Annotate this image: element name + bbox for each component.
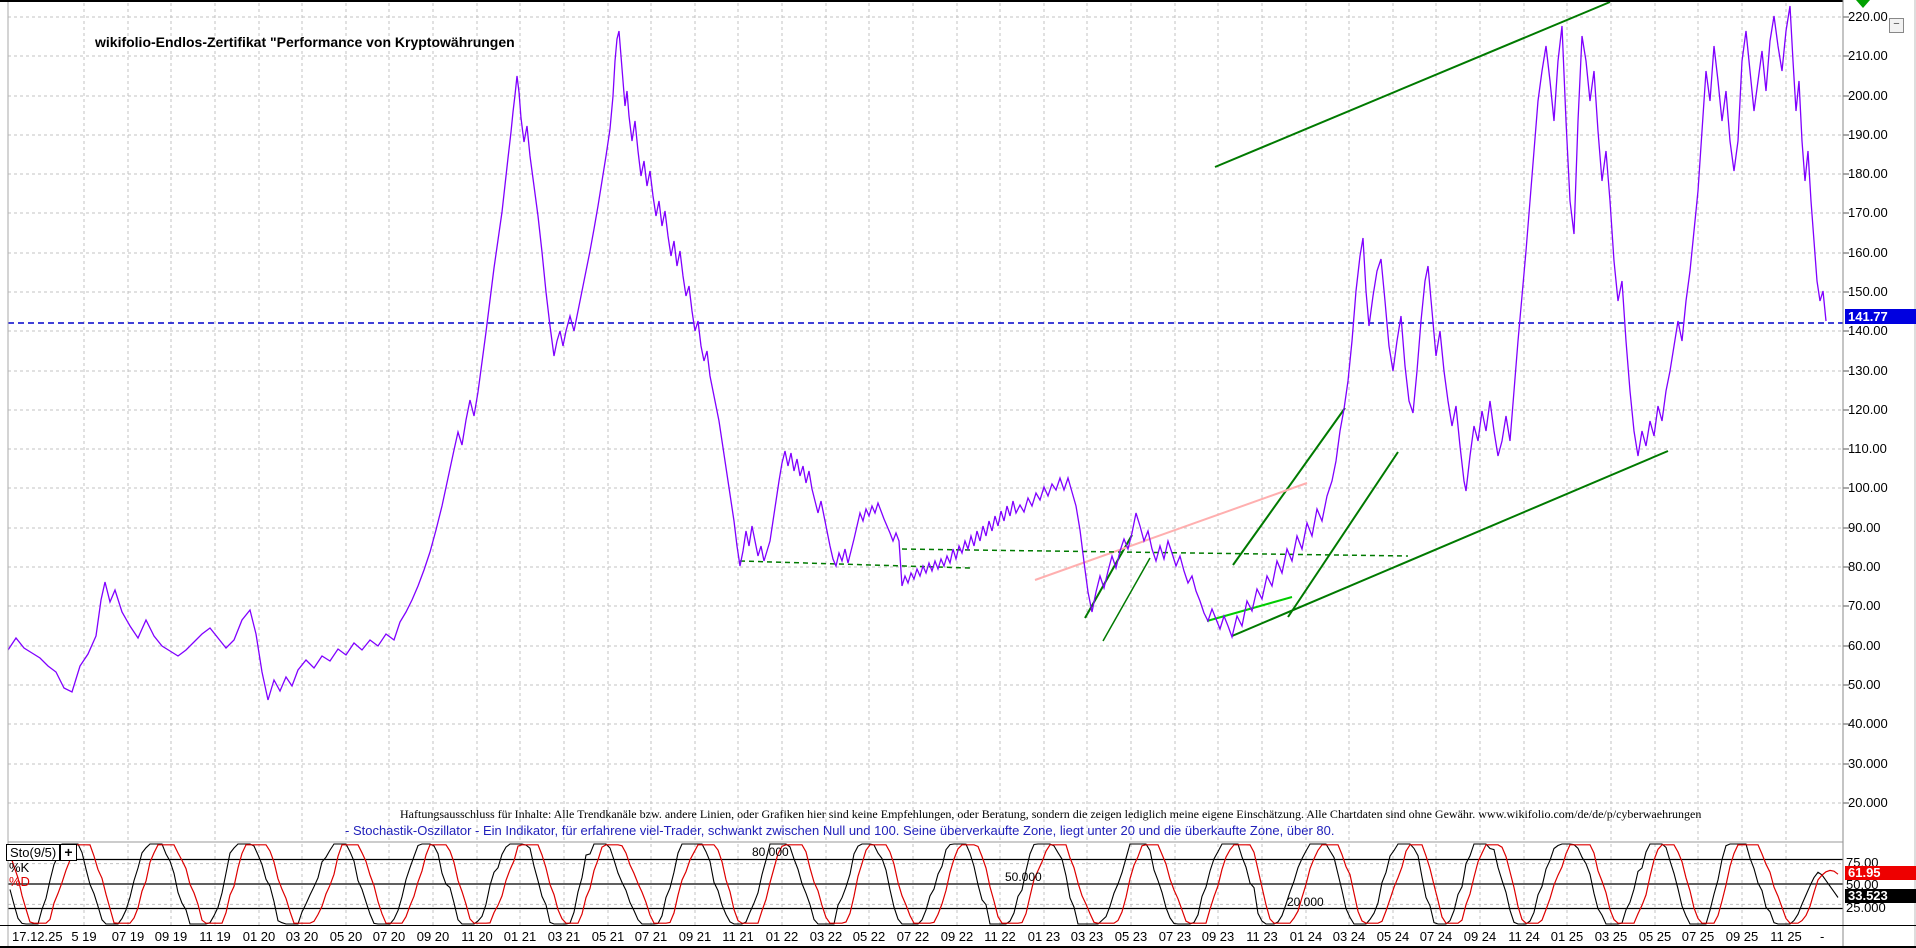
y-axis-label: 160.00: [1848, 245, 1888, 260]
x-axis-label: 07 25: [1681, 929, 1715, 944]
x-axis-label: 11 20: [461, 929, 493, 944]
x-axis-label: 09 25: [1725, 929, 1759, 944]
x-axis-label: -: [1820, 929, 1825, 944]
y-axis-label: 140.00: [1848, 323, 1888, 338]
price-line: [7, 5, 1827, 701]
oscillator-current-value-badge: 33.523: [1845, 889, 1916, 903]
trend-line: [739, 560, 971, 569]
trend-line: [1232, 407, 1346, 566]
x-axis-label: 05 22: [852, 929, 886, 944]
x-axis-label: 5 19: [71, 929, 97, 944]
stochastic-k-line: [9, 843, 1839, 925]
x-axis-label: 09 20: [416, 929, 450, 944]
y-axis-label: 90.00: [1848, 520, 1881, 535]
x-axis-label: 07 20: [372, 929, 406, 944]
y-axis-label: 150.00: [1848, 284, 1888, 299]
trend-line: [1231, 450, 1669, 637]
trend-line: [901, 548, 1409, 557]
x-axis-label: 01 21: [503, 929, 537, 944]
oscillator-scale-label: 75.00: [1846, 855, 1879, 870]
x-axis-label: 07 21: [634, 929, 668, 944]
y-axis-label: 220.00: [1848, 9, 1888, 24]
x-axis-label: 17.12.25: [12, 929, 63, 944]
x-axis-label: 05 21: [591, 929, 625, 944]
y-axis-label: 20.000: [1848, 795, 1888, 810]
x-axis-label: 07 23: [1158, 929, 1192, 944]
x-axis-label: 05 24: [1376, 929, 1410, 944]
x-axis-label: 11 24: [1508, 929, 1540, 944]
y-axis-label: 30.000: [1848, 756, 1888, 771]
y-axis-label: 70.00: [1848, 598, 1881, 613]
x-axis-label: 03 24: [1332, 929, 1366, 944]
x-axis-label: 11 21: [722, 929, 754, 944]
x-axis-label: 11 25: [1770, 929, 1802, 944]
y-axis-label: 170.00: [1848, 205, 1888, 220]
x-axis-label: 05 20: [329, 929, 363, 944]
y-axis-label: 80.00: [1848, 559, 1881, 574]
percent-d-label: %D: [9, 874, 30, 889]
x-axis-label: 07 19: [111, 929, 145, 944]
x-axis-label: 01 24: [1289, 929, 1323, 944]
percent-k-label: %K: [9, 860, 30, 875]
oscillator-level-label: 80.000: [752, 845, 789, 859]
trend-line: [1034, 482, 1308, 581]
x-axis-label: 11 23: [1246, 929, 1278, 944]
y-axis-label: 110.00: [1848, 441, 1887, 456]
stochastic-d-line: [9, 844, 1839, 924]
oscillator-legend-label[interactable]: Sto(9/5): [6, 844, 61, 861]
x-axis-label: 05 23: [1114, 929, 1148, 944]
x-axis-label: 03 22: [809, 929, 843, 944]
trend-line: [1214, 1, 1611, 168]
x-axis-label: 09 21: [678, 929, 712, 944]
x-axis-label: 03 21: [547, 929, 581, 944]
x-axis-label: 03 23: [1070, 929, 1104, 944]
add-indicator-button[interactable]: +: [60, 844, 77, 861]
x-axis-label: 01 25: [1550, 929, 1584, 944]
disclaimer-text: Haftungsausschluss für Inhalte: Alle Tre…: [400, 807, 1702, 821]
y-axis-label: 200.00: [1848, 88, 1888, 103]
oscillator-scale-label: 50.00: [1846, 877, 1879, 892]
y-axis-label: 130.00: [1848, 363, 1888, 378]
page-title: wikifolio-Endlos-Zertifikat "Performance…: [95, 34, 515, 50]
x-axis-label: 11 19: [199, 929, 231, 944]
y-axis-label: 100.00: [1848, 480, 1888, 495]
axis-arrow-icon: [1856, 0, 1870, 8]
trend-line: [1206, 596, 1293, 622]
x-axis-label: 09 22: [940, 929, 974, 944]
x-axis-label: 09 24: [1463, 929, 1497, 944]
x-axis-label: 05 25: [1638, 929, 1672, 944]
y-axis-label: 190.00: [1848, 127, 1888, 142]
y-axis-label: 180.00: [1848, 166, 1888, 181]
x-axis-label: 07 24: [1419, 929, 1453, 944]
x-axis-label: 09 19: [154, 929, 188, 944]
x-axis-label: 09 23: [1201, 929, 1235, 944]
y-axis-label: 40.000: [1848, 716, 1888, 731]
trend-line: [1102, 557, 1151, 642]
oscillator-description-text: - Stochastik-Oszillator - Ein Indikator,…: [345, 823, 1335, 838]
x-axis-label: 07 22: [896, 929, 930, 944]
x-axis-label: 01 20: [242, 929, 276, 944]
x-axis-label: 03 25: [1594, 929, 1628, 944]
x-axis-label: 01 23: [1027, 929, 1061, 944]
oscillator-scale-label: 25.000: [1846, 900, 1886, 915]
trend-line: [1287, 451, 1399, 618]
minimize-icon[interactable]: −: [1889, 18, 1904, 33]
y-axis-label: 60.00: [1848, 638, 1881, 653]
oscillator-current-value-badge: 61.95: [1845, 866, 1916, 880]
y-axis-label: 50.00: [1848, 677, 1881, 692]
current-price-badge: 141.77: [1845, 309, 1916, 324]
x-axis-label: 03 20: [285, 929, 319, 944]
oscillator-level-label: 20.000: [1287, 895, 1324, 909]
x-axis-label: 01 22: [765, 929, 799, 944]
oscillator-level-label: 50.000: [1005, 870, 1042, 884]
y-axis-label: 210.00: [1848, 48, 1888, 63]
y-axis-label: 120.00: [1848, 402, 1888, 417]
x-axis-label: 11 22: [984, 929, 1016, 944]
